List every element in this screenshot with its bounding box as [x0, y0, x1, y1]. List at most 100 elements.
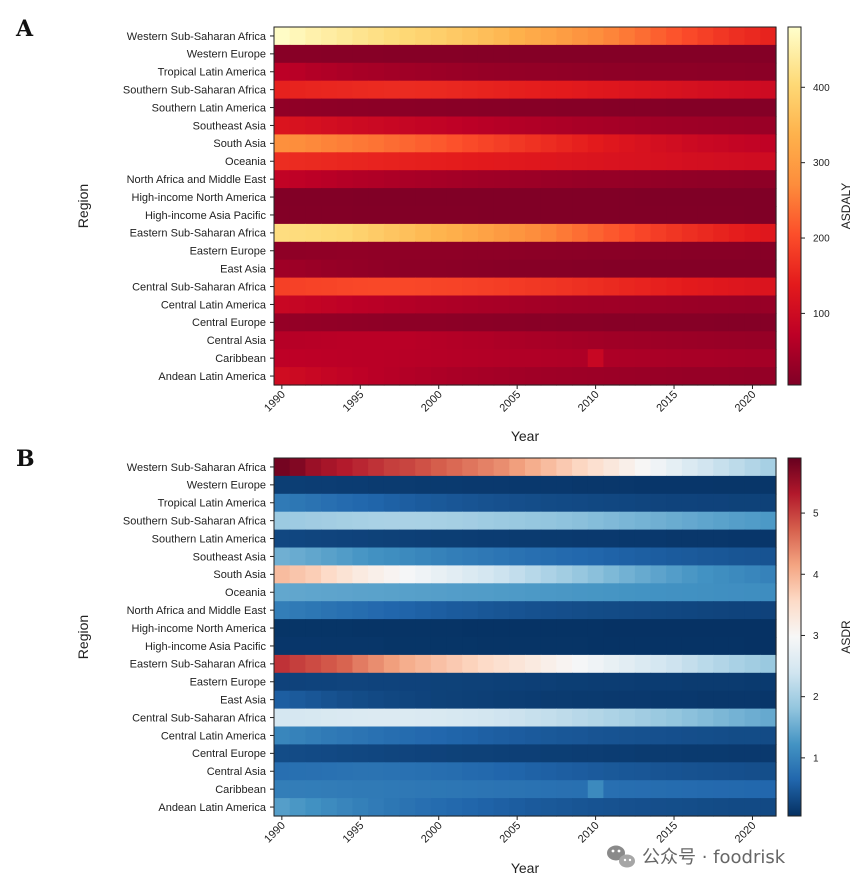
- heatmap-a-cell: [681, 206, 699, 225]
- heatmap-a-colorbar-tick-label: 300: [813, 158, 830, 169]
- heatmap-a-cell: [352, 259, 369, 279]
- heatmap-b-cell: [493, 726, 510, 745]
- heatmap-b-cell: [336, 529, 354, 549]
- heatmap-b-cell: [415, 619, 432, 638]
- heatmap-b-cell: [728, 493, 746, 513]
- heatmap-b-cell: [383, 619, 401, 638]
- heatmap-b-cell: [525, 583, 542, 602]
- heatmap-b-cell: [493, 529, 510, 549]
- heatmap-b-cell: [713, 780, 730, 799]
- heatmap-a-cell: [430, 331, 448, 350]
- heatmap-a-cell: [430, 277, 448, 297]
- heatmap-b-cell: [462, 762, 479, 781]
- heatmap-a-cell: [274, 27, 291, 46]
- heatmap-b-cell: [728, 690, 746, 710]
- heatmap-a-cell: [525, 367, 542, 386]
- heatmap-b-cell: [760, 708, 777, 728]
- heatmap-b-colorbar-tick-label: 5: [813, 509, 819, 520]
- heatmap-b-region-label: East Asia: [220, 694, 267, 706]
- heatmap-a-cell: [713, 80, 730, 100]
- heatmap-a-cell: [446, 367, 463, 386]
- heatmap-b-cell: [336, 798, 354, 817]
- heatmap-b-cell: [556, 493, 573, 513]
- heatmap-a-cell: [305, 80, 322, 100]
- heatmap-b-cell: [509, 798, 526, 817]
- heatmap-b-cell: [383, 637, 401, 656]
- heatmap-b-cell: [603, 654, 620, 674]
- heatmap-a-cell: [274, 259, 291, 279]
- heatmap-a-region-label: Tropical Latin America: [158, 67, 267, 79]
- heatmap-b-cell: [760, 654, 777, 674]
- heatmap-a-cell: [446, 27, 463, 46]
- heatmap-a-cell: [540, 170, 557, 189]
- heatmap-a-cell: [650, 44, 667, 64]
- heatmap-a-cell: [525, 27, 542, 46]
- heatmap-b-cell: [681, 565, 699, 584]
- panel-letter-a: A: [15, 16, 34, 42]
- heatmap-a-cell: [713, 62, 730, 82]
- heatmap-b-cell: [540, 619, 557, 638]
- heatmap-a-colorbar-ticks: 100 200 300 400: [801, 83, 830, 320]
- heatmap-b-cell: [697, 798, 714, 817]
- heatmap-a-cell: [603, 331, 620, 350]
- heatmap-b-cell: [603, 475, 620, 495]
- heatmap-a-cell: [305, 27, 322, 46]
- heatmap-b-cell: [681, 583, 699, 602]
- heatmap-b-cell: [493, 637, 510, 656]
- heatmap-a-cell: [525, 349, 542, 368]
- heatmap-a-cell: [305, 98, 322, 118]
- heatmap-a-cell: [352, 116, 369, 135]
- heatmap-a-cell: [572, 116, 589, 135]
- heatmap-b-cell: [525, 744, 542, 763]
- heatmap-a-cell: [634, 152, 652, 171]
- heatmap-a-cell: [666, 241, 683, 261]
- heatmap-b-cell: [666, 672, 683, 692]
- heatmap-b-cell: [336, 654, 354, 674]
- heatmap-b-cell: [289, 493, 306, 513]
- heatmap-a-cell: [666, 152, 683, 171]
- heatmap-a-cell: [368, 134, 385, 153]
- heatmap-b-cell: [336, 672, 354, 692]
- heatmap-a-cell: [368, 206, 385, 225]
- heatmap-b-region-label: Caribbean: [215, 784, 266, 796]
- heatmap-a-cell: [336, 62, 354, 82]
- heatmap-a-cell: [321, 152, 338, 171]
- heatmap-a-cell: [634, 367, 652, 386]
- heatmap-a-cell: [681, 331, 699, 350]
- heatmap-b-cell: [634, 529, 652, 549]
- heatmap-b-cell: [713, 529, 730, 549]
- heatmap-a-cell: [666, 134, 683, 153]
- heatmap-b-cell: [525, 654, 542, 674]
- heatmap-b-cell: [430, 458, 448, 477]
- heatmap-a-cell: [477, 223, 495, 243]
- heatmap-a-cell: [572, 206, 589, 225]
- heatmap-a-cell: [415, 367, 432, 386]
- heatmap-b-cell: [634, 654, 652, 674]
- heatmap-b-cell: [446, 565, 463, 584]
- heatmap-b-cell: [352, 458, 369, 477]
- heatmap-b-cell: [477, 511, 495, 531]
- heatmap-a-cell: [760, 134, 777, 153]
- heatmap-a-cell: [713, 188, 730, 207]
- heatmap-b-cell: [383, 744, 401, 763]
- heatmap-a-cell: [383, 170, 401, 189]
- heatmap-a-cell: [760, 188, 777, 207]
- heatmap-a-cell: [525, 134, 542, 153]
- heatmap-b-cell: [587, 672, 605, 692]
- heatmap-a-cell: [305, 331, 322, 350]
- heatmap-b-cell: [540, 565, 557, 584]
- heatmap-b-cell: [462, 547, 479, 566]
- heatmap-a-cell: [493, 27, 510, 46]
- heatmap-a-cell: [289, 206, 306, 225]
- heatmap-b-cell: [634, 493, 652, 513]
- heatmap-a-cell: [728, 241, 746, 261]
- heatmap-b-cell: [509, 565, 526, 584]
- heatmap-a-cell: [525, 44, 542, 64]
- heatmap-b-cell: [650, 493, 667, 513]
- heatmap-a-cell: [760, 98, 777, 118]
- heatmap-a-cell: [305, 367, 322, 386]
- heatmap-b-cell: [697, 690, 714, 710]
- heatmap-b-cell: [713, 637, 730, 656]
- heatmap-b-region-label: Western Sub-Saharan Africa: [127, 462, 267, 474]
- heatmap-b-cell: [760, 672, 777, 692]
